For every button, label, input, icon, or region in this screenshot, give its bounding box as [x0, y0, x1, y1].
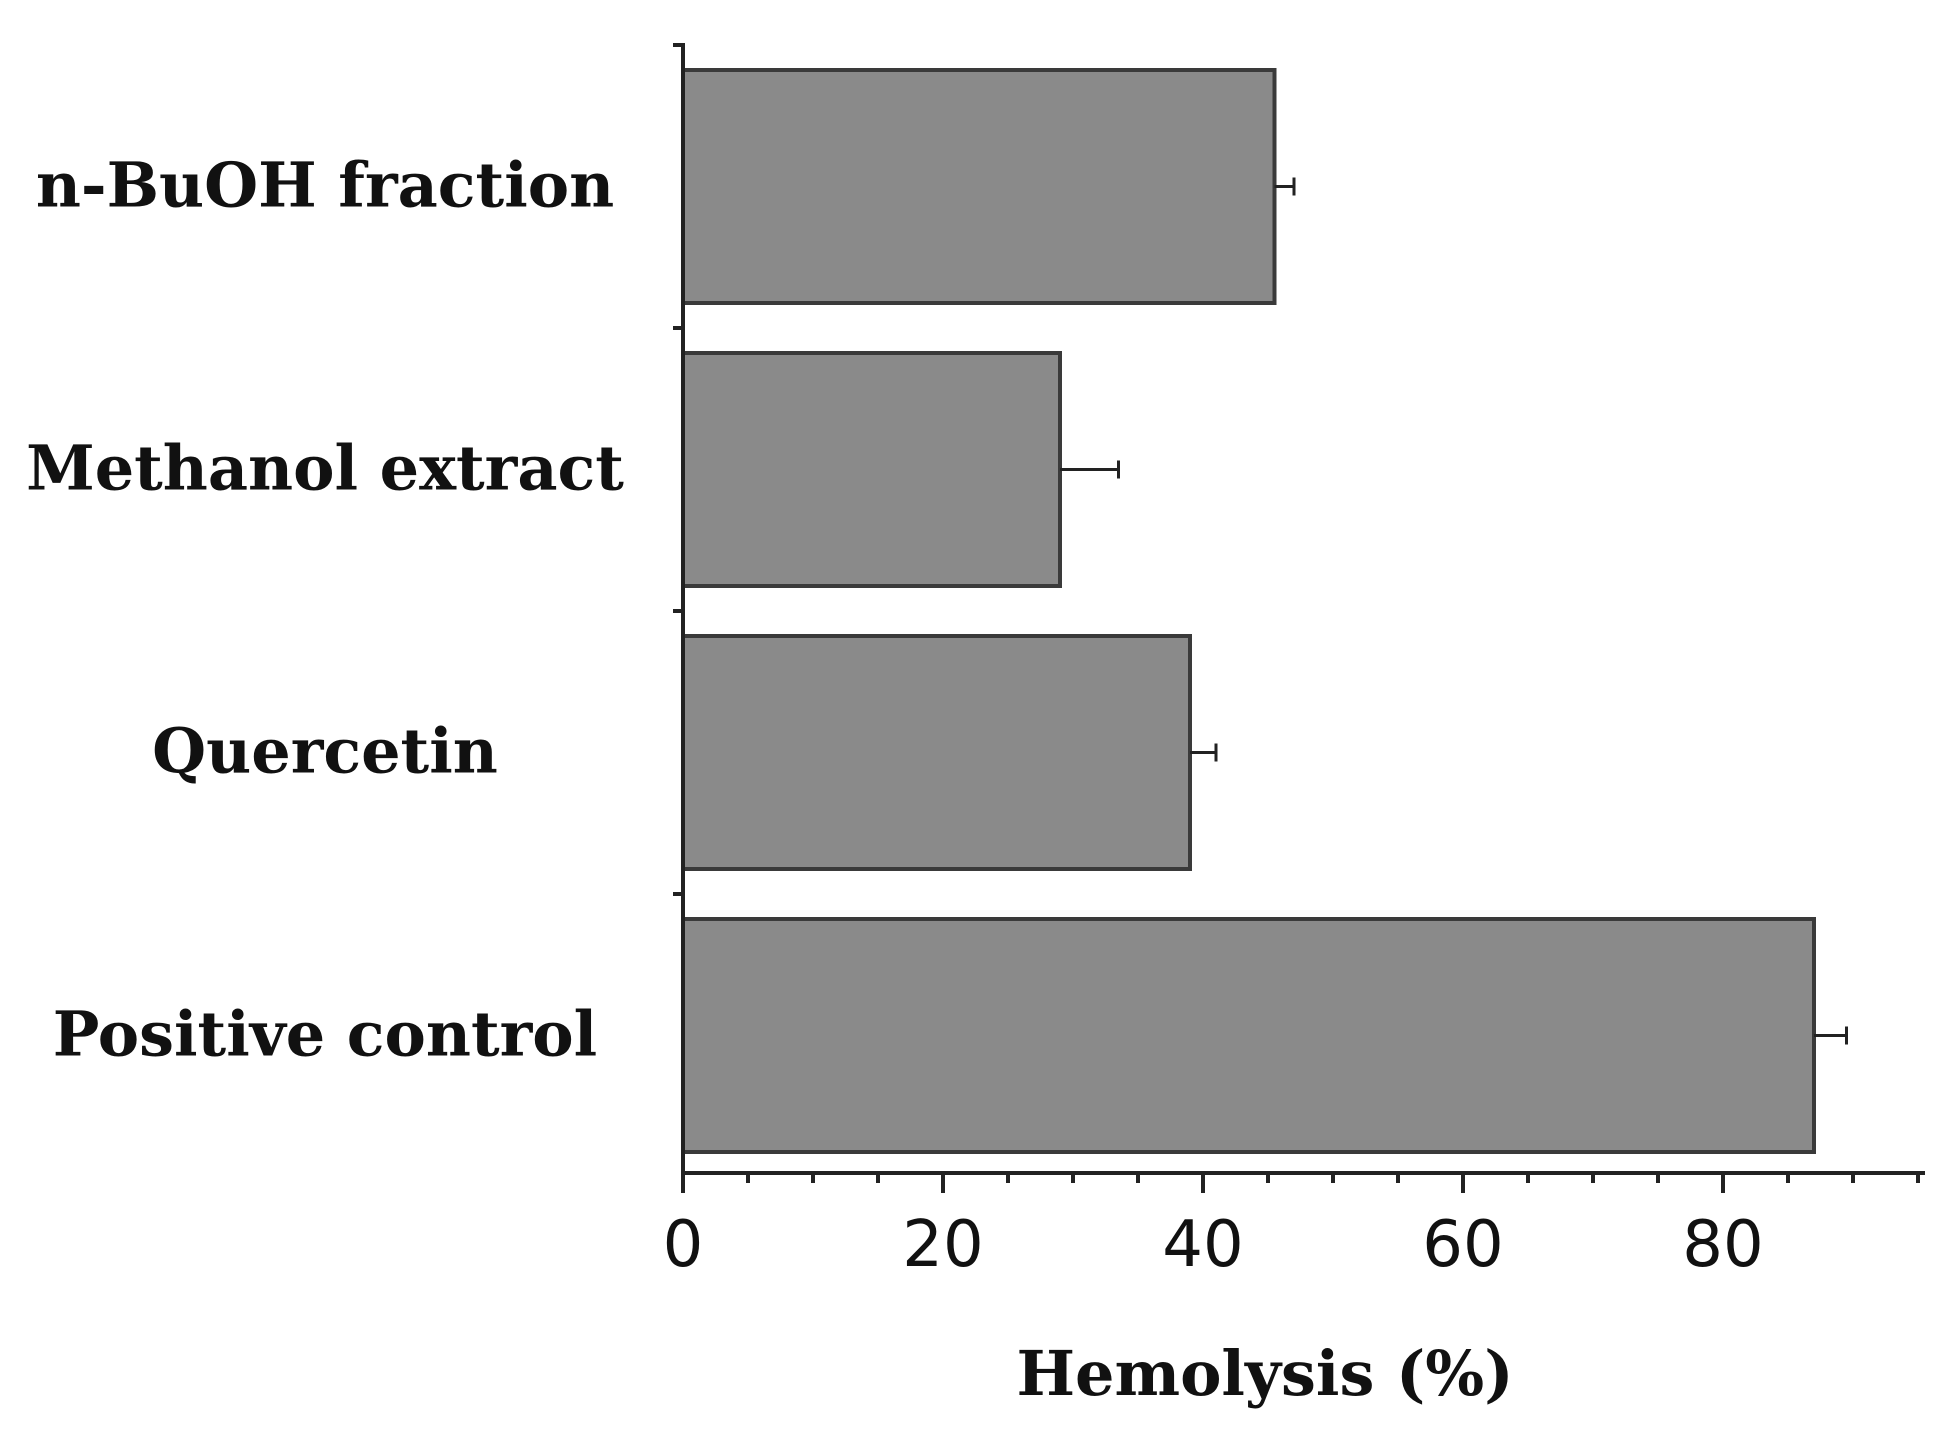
bars-layer: [681, 68, 1816, 1154]
bar-1: [681, 351, 1062, 588]
category-label-0: n-BuOH fraction: [36, 149, 614, 222]
category-label-2: Quercetin: [152, 715, 498, 788]
x-tick-label-80: 80: [1682, 1208, 1763, 1282]
axes-layer: [673, 43, 1925, 1193]
category-label-3: Positive control: [53, 998, 597, 1071]
x-tick-label-60: 60: [1422, 1208, 1503, 1282]
category-label-1: Methanol extract: [26, 432, 624, 505]
bar-0: [681, 68, 1277, 305]
bar-3: [681, 917, 1816, 1154]
x-axis-title: Hemolysis (%): [1016, 1337, 1513, 1410]
x-tick-label-0: 0: [663, 1208, 704, 1282]
x-tick-label-40: 40: [1162, 1208, 1243, 1282]
bar-2: [681, 634, 1192, 871]
x-tick-label-20: 20: [902, 1208, 983, 1282]
labels-layer: n-BuOH fraction Methanol extract Quercetin…: [26, 149, 1764, 1283]
error-bars-layer: [1060, 177, 1848, 1045]
